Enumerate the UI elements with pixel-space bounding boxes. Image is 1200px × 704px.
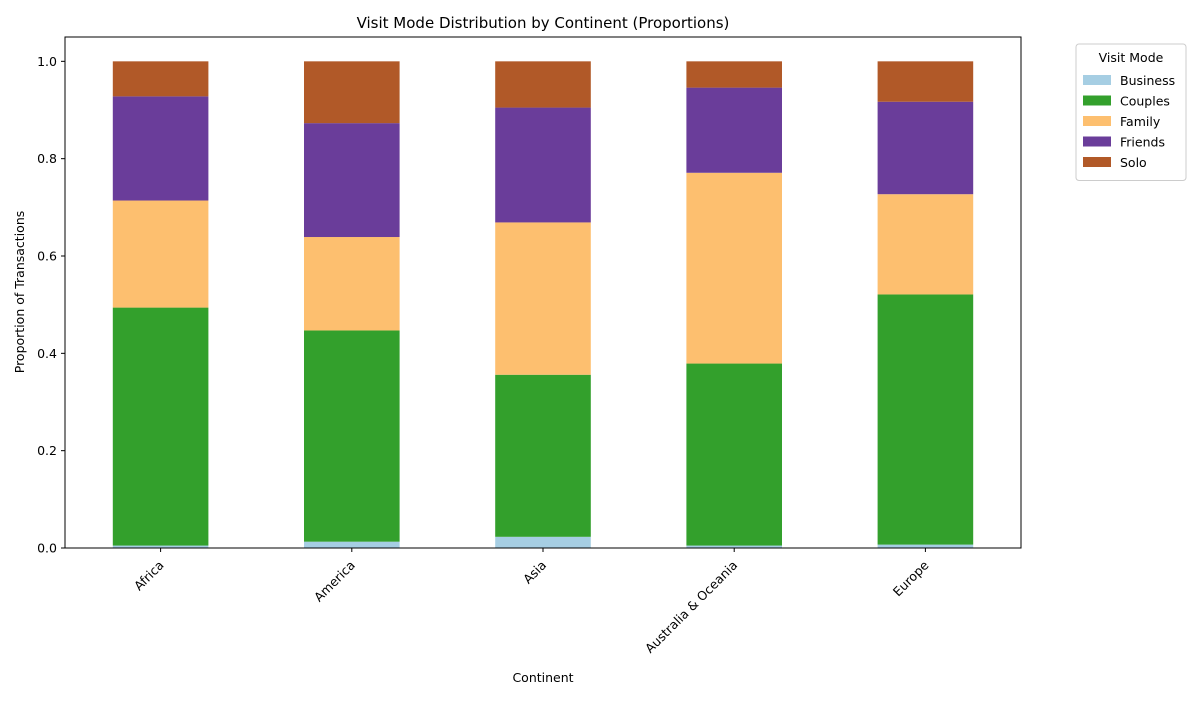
legend-swatch-family: [1083, 116, 1111, 126]
x-axis-title: Continent: [512, 670, 573, 685]
x-tick-label: Africa: [131, 558, 167, 594]
y-tick-label: 0.8: [37, 151, 57, 166]
legend: Visit Mode Business Couples Family Friends So…: [1075, 43, 1187, 181]
y-tick-label: 0.0: [37, 541, 57, 556]
y-axis-title: Proportion of Transactions: [12, 211, 27, 374]
legend-swatch-solo: [1083, 157, 1111, 167]
bar-segment-friends-4: [877, 101, 974, 195]
bar-segment-business-4: [877, 544, 974, 548]
legend-label-solo: Solo: [1120, 155, 1147, 170]
legend-title: Visit Mode: [1099, 50, 1164, 65]
bar-segment-family-4: [877, 194, 974, 295]
bar-segment-solo-2: [495, 61, 591, 108]
legend-swatch-business: [1083, 75, 1111, 85]
y-tick-label: 0.2: [37, 443, 57, 458]
bar-segment-friends-2: [495, 107, 591, 223]
x-tick-label: Europe: [890, 557, 932, 599]
bar-segment-business-2: [495, 536, 591, 548]
x-tick-label: Asia: [520, 558, 549, 587]
bar-segment-couples-2: [495, 374, 591, 537]
legend-label-couples: Couples: [1120, 94, 1170, 109]
plot-area: 0.0 0.2 0.4 0.6 0.8 1.0 Africa America Asia Austr…: [37, 36, 1022, 656]
y-tick-label: 0.6: [37, 249, 57, 264]
bar-segment-business-0: [112, 545, 209, 548]
legend-label-business: Business: [1120, 73, 1175, 88]
bar-segment-couples-1: [304, 330, 400, 542]
bar-segment-couples-0: [112, 307, 209, 546]
bar-segment-solo-4: [877, 61, 974, 102]
bar-segment-family-0: [112, 200, 209, 308]
y-tick-label: 1.0: [37, 54, 57, 69]
chart-title: Visit Mode Distribution by Continent (Pr…: [357, 14, 730, 32]
bar-segment-family-3: [686, 172, 782, 364]
bar-segment-solo-0: [112, 61, 209, 97]
legend-label-family: Family: [1120, 114, 1161, 129]
bar-segment-solo-1: [304, 61, 400, 124]
bar-segment-business-1: [304, 541, 400, 548]
bar-segment-friends-0: [112, 96, 209, 201]
x-tick-label: Australia & Oceania: [642, 558, 740, 656]
bar-segment-family-2: [495, 222, 591, 375]
bar-segment-couples-4: [877, 294, 974, 545]
bar-segment-solo-3: [686, 61, 782, 88]
legend-label-friends: Friends: [1120, 135, 1165, 150]
y-tick-label: 0.4: [37, 346, 57, 361]
bar-segment-couples-3: [686, 363, 782, 546]
bar-segment-friends-3: [686, 87, 782, 173]
bar-segment-friends-1: [304, 123, 400, 238]
bar-segment-family-1: [304, 237, 400, 331]
bar-segment-business-3: [686, 545, 782, 548]
legend-swatch-couples: [1083, 95, 1111, 106]
x-tick-label: America: [311, 558, 358, 605]
legend-swatch-friends: [1083, 136, 1111, 147]
